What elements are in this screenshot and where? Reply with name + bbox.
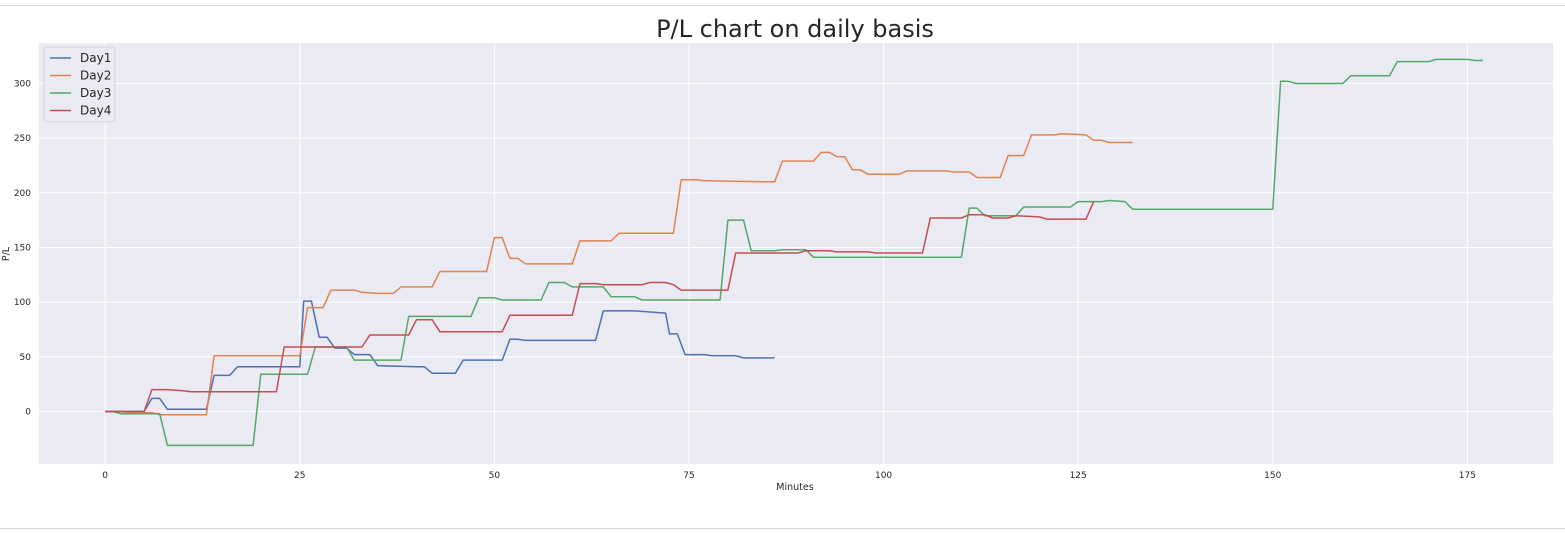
y-tick-label: 200	[14, 189, 31, 199]
x-tick-label: 150	[1264, 471, 1281, 481]
x-tick-label: 0	[102, 471, 108, 481]
chart-title: P/L chart on daily basis	[656, 15, 934, 43]
x-tick-label: 125	[1070, 471, 1087, 481]
legend-label-day1: Day1	[80, 51, 111, 65]
series-line-day4	[105, 201, 1095, 413]
series-line-day1	[105, 300, 775, 413]
x-tick-label: 25	[294, 471, 305, 481]
legend-label-day3: Day3	[80, 86, 111, 100]
frame-top-border	[0, 5, 1565, 6]
series-line-day2	[105, 133, 1133, 416]
x-tick-label: 50	[489, 471, 501, 481]
legend-label-day4: Day4	[80, 104, 111, 118]
x-axis-label: Minutes	[776, 482, 813, 493]
y-tick-label: 150	[14, 243, 31, 253]
legend-box	[43, 46, 116, 123]
y-tick-label: 250	[14, 134, 31, 144]
x-tick-label: 75	[683, 471, 694, 481]
x-tick-label: 100	[875, 471, 892, 481]
frame-bottom-border	[0, 528, 1565, 529]
y-tick-label: 0	[25, 408, 31, 418]
y-axis-label: P/L	[1, 246, 12, 261]
y-tick-label: 300	[14, 79, 31, 89]
y-tick-label: 50	[20, 353, 32, 363]
legend-label-day2: Day2	[80, 69, 111, 83]
x-tick-label: 175	[1459, 471, 1476, 481]
y-tick-label: 100	[14, 298, 31, 308]
legend: Day1 Day2 Day3 Day4	[43, 46, 116, 123]
